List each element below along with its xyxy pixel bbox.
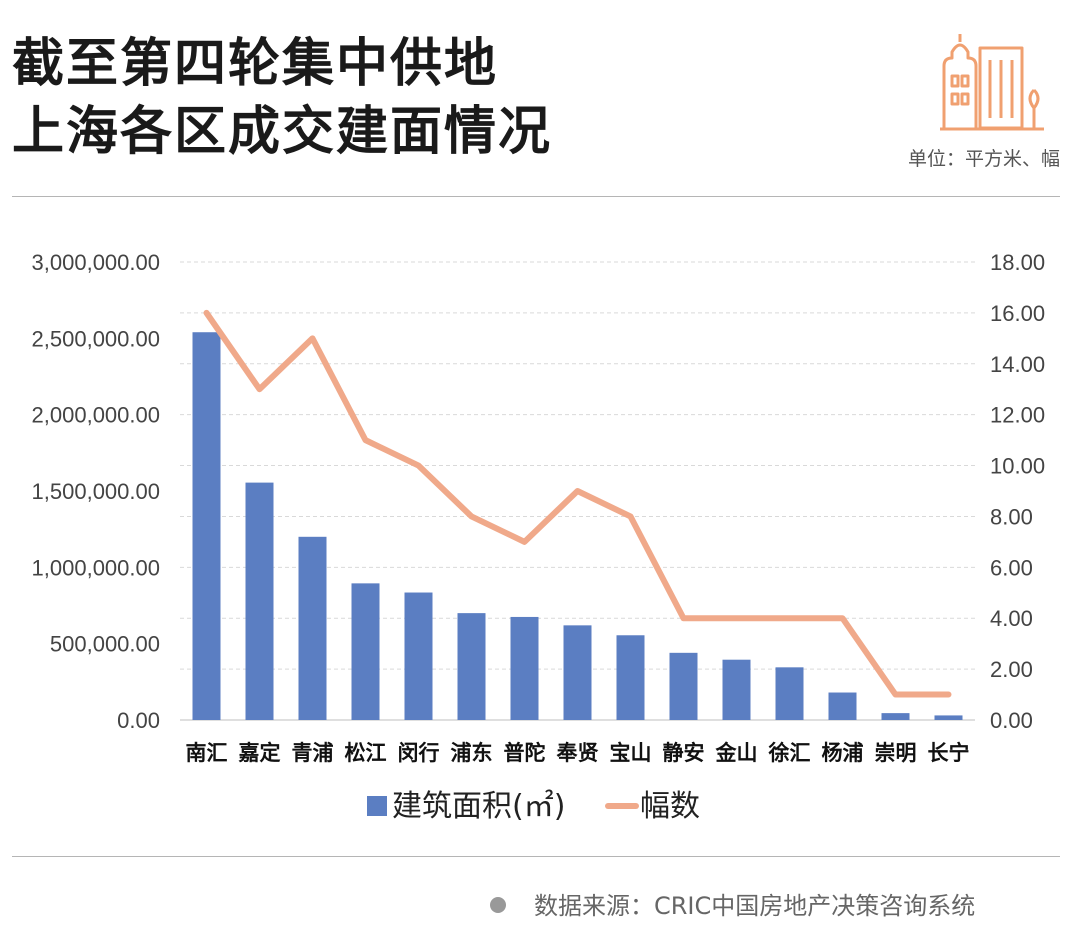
right-tick-label: 10.00: [990, 454, 1045, 479]
line-point: [630, 515, 631, 517]
bar: [934, 715, 963, 720]
source-note: 数据来源：CRIC中国房地产决策咨询系统: [490, 886, 975, 921]
right-tick-label: 16.00: [990, 301, 1045, 326]
line-point: [895, 694, 896, 696]
line-point: [736, 617, 737, 619]
category-label: 静安: [663, 741, 705, 765]
bar-series: [192, 332, 963, 720]
category-label: 徐汇: [768, 741, 811, 765]
bar: [669, 652, 698, 720]
title-line-1: 截至第四轮集中供地: [12, 34, 499, 94]
right-tick-label: 4.00: [990, 606, 1033, 631]
legend-line-label: 幅数: [640, 789, 700, 824]
left-tick-label: 500,000.00: [50, 632, 160, 657]
left-axis-ticks: 0.00 500,000.00 1,000,000.00 1,500,000.00 2,…: [32, 250, 160, 733]
right-tick-label: 2.00: [990, 657, 1033, 682]
line-point: [948, 694, 949, 696]
left-tick-label: 0.00: [117, 708, 160, 733]
right-tick-label: 18.00: [990, 250, 1045, 275]
header-divider: [12, 196, 1060, 197]
legend-bar-label: 建筑面积(㎡): [392, 789, 565, 824]
footer-divider: [12, 856, 1060, 857]
bar: [351, 583, 380, 720]
category-label: 浦东: [451, 741, 493, 765]
left-tick-label: 1,500,000.00: [32, 479, 160, 504]
right-axis-ticks: 0.00 2.00 4.00 6.00 8.00 10.00 12.00 14.00 16.00…: [990, 250, 1045, 733]
bar: [192, 332, 221, 720]
right-tick-label: 8.00: [990, 504, 1033, 529]
bar: [828, 692, 857, 720]
line-point: [683, 617, 684, 619]
bar: [457, 613, 486, 720]
category-label: 奉贤: [556, 741, 599, 765]
bar: [616, 635, 645, 720]
bar: [510, 616, 539, 720]
line-point: [789, 617, 790, 619]
source-text: 数据来源：CRIC中国房地产决策咨询系统: [534, 892, 976, 920]
line-series: [203, 309, 952, 698]
page-title: 截至第四轮集中供地 上海各区成交建面情况: [12, 30, 692, 166]
category-label: 普陀: [504, 741, 546, 765]
bar: [881, 713, 910, 720]
line-point: [312, 337, 313, 339]
category-label: 金山: [715, 741, 758, 765]
category-label: 青浦: [292, 741, 334, 765]
bar: [298, 536, 327, 720]
left-tick-label: 2,000,000.00: [32, 403, 160, 428]
left-tick-label: 3,000,000.00: [32, 250, 160, 275]
right-tick-label: 12.00: [990, 403, 1045, 428]
chart: 0.00 500,000.00 1,000,000.00 1,500,000.00 2,…: [32, 250, 1046, 824]
category-label: 南汇: [186, 741, 228, 765]
line-point: [206, 312, 207, 314]
category-label: 宝山: [610, 741, 652, 765]
category-label: 嘉定: [239, 741, 281, 765]
category-labels: 南汇 嘉定 青浦 松江 闵行 浦东 普陀 奉贤 宝山 静安 金山 徐汇 杨浦 崇明 长宁: [186, 741, 970, 765]
bullet-dot-icon: [490, 897, 506, 913]
bar: [404, 592, 433, 720]
line-point: [842, 617, 843, 619]
category-label: 长宁: [928, 741, 970, 765]
line-point: [365, 439, 366, 441]
building-icon: [940, 34, 1044, 131]
right-tick-label: 6.00: [990, 555, 1033, 580]
line-point: [577, 490, 578, 492]
left-tick-label: 1,000,000.00: [32, 555, 160, 580]
bar: [722, 659, 751, 720]
left-tick-label: 2,500,000.00: [32, 326, 160, 351]
line-point: [524, 541, 525, 543]
legend: 建筑面积(㎡) 幅数: [367, 789, 700, 824]
right-tick-label: 14.00: [990, 352, 1045, 377]
line-point: [471, 515, 472, 517]
title-line-2: 上海各区成交建面情况: [12, 102, 553, 162]
category-label: 崇明: [875, 741, 917, 765]
right-tick-label: 0.00: [990, 708, 1033, 733]
category-label: 杨浦: [822, 741, 864, 765]
line-point: [418, 465, 419, 467]
bar: [775, 667, 804, 720]
line-point: [259, 388, 260, 390]
bar: [563, 625, 592, 720]
legend-bar-swatch: [367, 796, 387, 816]
category-label: 闵行: [398, 741, 440, 765]
category-label: 松江: [345, 741, 387, 765]
bar: [245, 482, 274, 720]
unit-label: 单位：平方米、幅: [907, 148, 1060, 170]
